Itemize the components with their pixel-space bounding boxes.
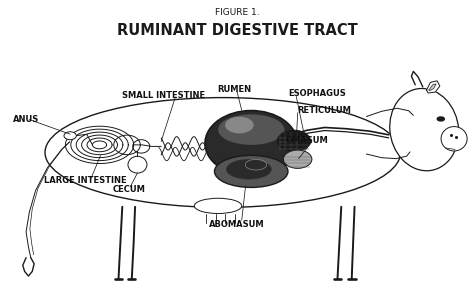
Text: RUMINANT DIGESTIVE TRACT: RUMINANT DIGESTIVE TRACT [117, 23, 357, 38]
Ellipse shape [194, 198, 242, 213]
Ellipse shape [128, 156, 147, 173]
Circle shape [64, 132, 76, 140]
Ellipse shape [45, 98, 401, 207]
Ellipse shape [218, 114, 284, 145]
Polygon shape [429, 84, 436, 91]
Ellipse shape [277, 130, 310, 152]
Text: RETICULUM: RETICULUM [298, 106, 352, 115]
Ellipse shape [283, 150, 312, 168]
Text: ESOPHAGUS: ESOPHAGUS [288, 89, 346, 99]
Text: ANUS: ANUS [13, 115, 39, 124]
Ellipse shape [225, 117, 254, 134]
Ellipse shape [437, 117, 445, 121]
Ellipse shape [227, 159, 271, 179]
Ellipse shape [441, 127, 467, 151]
Ellipse shape [390, 88, 459, 171]
Text: SMALL INTESTINE: SMALL INTESTINE [122, 91, 205, 100]
Text: ABOMASUM: ABOMASUM [209, 220, 264, 229]
Polygon shape [427, 81, 440, 93]
Text: RUMEN: RUMEN [217, 84, 251, 94]
Ellipse shape [205, 111, 298, 176]
Text: FIGURE 1.: FIGURE 1. [215, 8, 259, 17]
Text: OMASUM: OMASUM [286, 136, 328, 145]
Text: CECUM: CECUM [113, 185, 146, 194]
Ellipse shape [214, 156, 288, 187]
Text: LARGE INTESTINE: LARGE INTESTINE [44, 176, 126, 185]
